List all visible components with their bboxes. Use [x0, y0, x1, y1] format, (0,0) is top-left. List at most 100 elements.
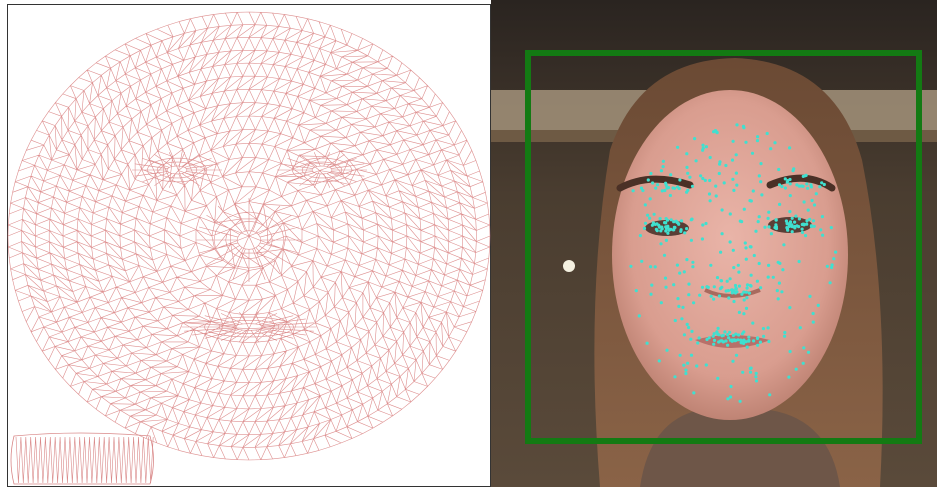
landmark-dot	[780, 290, 784, 294]
landmark-dot	[712, 332, 716, 336]
landmark-dot	[680, 317, 684, 321]
landmark-dot	[737, 270, 741, 274]
landmark-dot	[726, 397, 730, 401]
landmark-dot	[769, 232, 774, 236]
landmark-dot	[648, 216, 652, 220]
landmark-dot	[687, 282, 691, 286]
landmark-dot	[762, 334, 766, 338]
landmark-dot	[678, 271, 682, 275]
landmark-dot	[814, 192, 818, 196]
left-eyebrow	[616, 175, 694, 192]
landmark-dot	[716, 332, 720, 336]
landmark-dot	[811, 311, 815, 316]
landmark-dot	[661, 165, 665, 169]
landmark-dot	[688, 175, 692, 179]
landmark-dot	[694, 159, 698, 163]
landmark-dot	[766, 275, 770, 279]
landmark-dot	[723, 330, 727, 334]
landmark-dot	[712, 285, 716, 289]
landmark-dot	[832, 257, 836, 261]
landmark-dot	[804, 234, 808, 238]
landmark-dot	[787, 222, 791, 226]
landmark-dot	[667, 228, 671, 232]
landmark-dot	[757, 174, 761, 178]
landmark-dot	[684, 368, 688, 372]
landmark-dot	[634, 289, 638, 293]
landmark-dot	[676, 145, 680, 149]
landmark-dot	[641, 188, 645, 193]
landmark-dot	[767, 225, 771, 229]
landmark-dot	[790, 225, 794, 229]
landmark-dot	[757, 215, 761, 219]
landmark-dot	[689, 353, 694, 357]
landmark-dot	[690, 329, 694, 333]
landmark-dot	[712, 297, 716, 301]
landmark-dot	[691, 260, 695, 264]
landmark-dot	[759, 286, 763, 290]
landmark-dot	[726, 289, 731, 293]
landmark-dot	[810, 198, 814, 203]
landmark-dot	[718, 162, 722, 166]
landmark-dot	[820, 215, 825, 219]
landmark-dot	[788, 182, 792, 186]
landmark-dot	[701, 176, 705, 181]
landmark-dot	[742, 298, 746, 302]
landmark-dot	[652, 212, 656, 216]
landmark-dot	[799, 184, 804, 188]
landmark-dot	[684, 371, 688, 376]
landmark-dot	[673, 318, 677, 323]
mesh-strip-outline	[10, 432, 154, 485]
landmark-dot	[806, 186, 810, 190]
landmark-dot	[773, 141, 777, 145]
landmark-dot	[686, 171, 690, 175]
landmark-dot	[666, 231, 670, 235]
right-eyebrow	[766, 174, 836, 192]
landmark-dot	[728, 240, 732, 244]
landmark-dot	[698, 293, 702, 297]
landmark-dot	[795, 183, 799, 187]
landmark-dot	[701, 146, 705, 150]
landmark-dot	[717, 171, 721, 176]
landmark-dot	[681, 305, 685, 309]
landmarks	[629, 123, 838, 403]
landmark-dot	[797, 217, 802, 221]
landmark-dot	[649, 265, 653, 269]
landmark-dot	[737, 284, 742, 288]
landmark-dot	[646, 213, 650, 217]
landmark-dot	[759, 162, 763, 166]
landmark-dot	[678, 178, 682, 182]
landmark-dot	[711, 334, 715, 338]
landmark-dot	[664, 229, 668, 233]
landmark-dot	[730, 158, 735, 162]
landmark-dot	[748, 199, 752, 203]
landmark-dot	[731, 139, 735, 143]
landmark-dot	[707, 336, 711, 340]
landmark-dot	[699, 174, 703, 178]
landmark-dot	[654, 186, 658, 190]
landmark-dot	[754, 379, 759, 383]
landmark-dot	[734, 353, 739, 357]
landmark-dot	[783, 330, 787, 335]
landmark-dot	[750, 151, 755, 155]
landmark-dot	[685, 152, 689, 156]
landmark-dot	[760, 193, 764, 197]
landmark-dot	[755, 139, 760, 143]
landmark-dot	[730, 338, 735, 342]
landmark-dot	[676, 297, 680, 301]
landmark-dot	[716, 376, 720, 380]
landmark-dot	[752, 339, 756, 343]
landmark-dot	[661, 159, 666, 163]
landmark-dot	[808, 217, 812, 221]
landmark-dot	[728, 395, 733, 399]
landmark-dot	[805, 182, 809, 186]
landmark-dot	[660, 189, 664, 193]
landmark-dot	[752, 253, 756, 258]
landmark-dot	[769, 147, 773, 151]
landmark-dot	[749, 284, 753, 288]
landmark-dot	[664, 285, 668, 289]
landmark-dot	[662, 253, 667, 257]
landmark-dot	[719, 279, 723, 283]
landmark-dot	[754, 229, 758, 233]
landmark-dot	[697, 336, 701, 340]
landmark-dot	[756, 220, 760, 224]
